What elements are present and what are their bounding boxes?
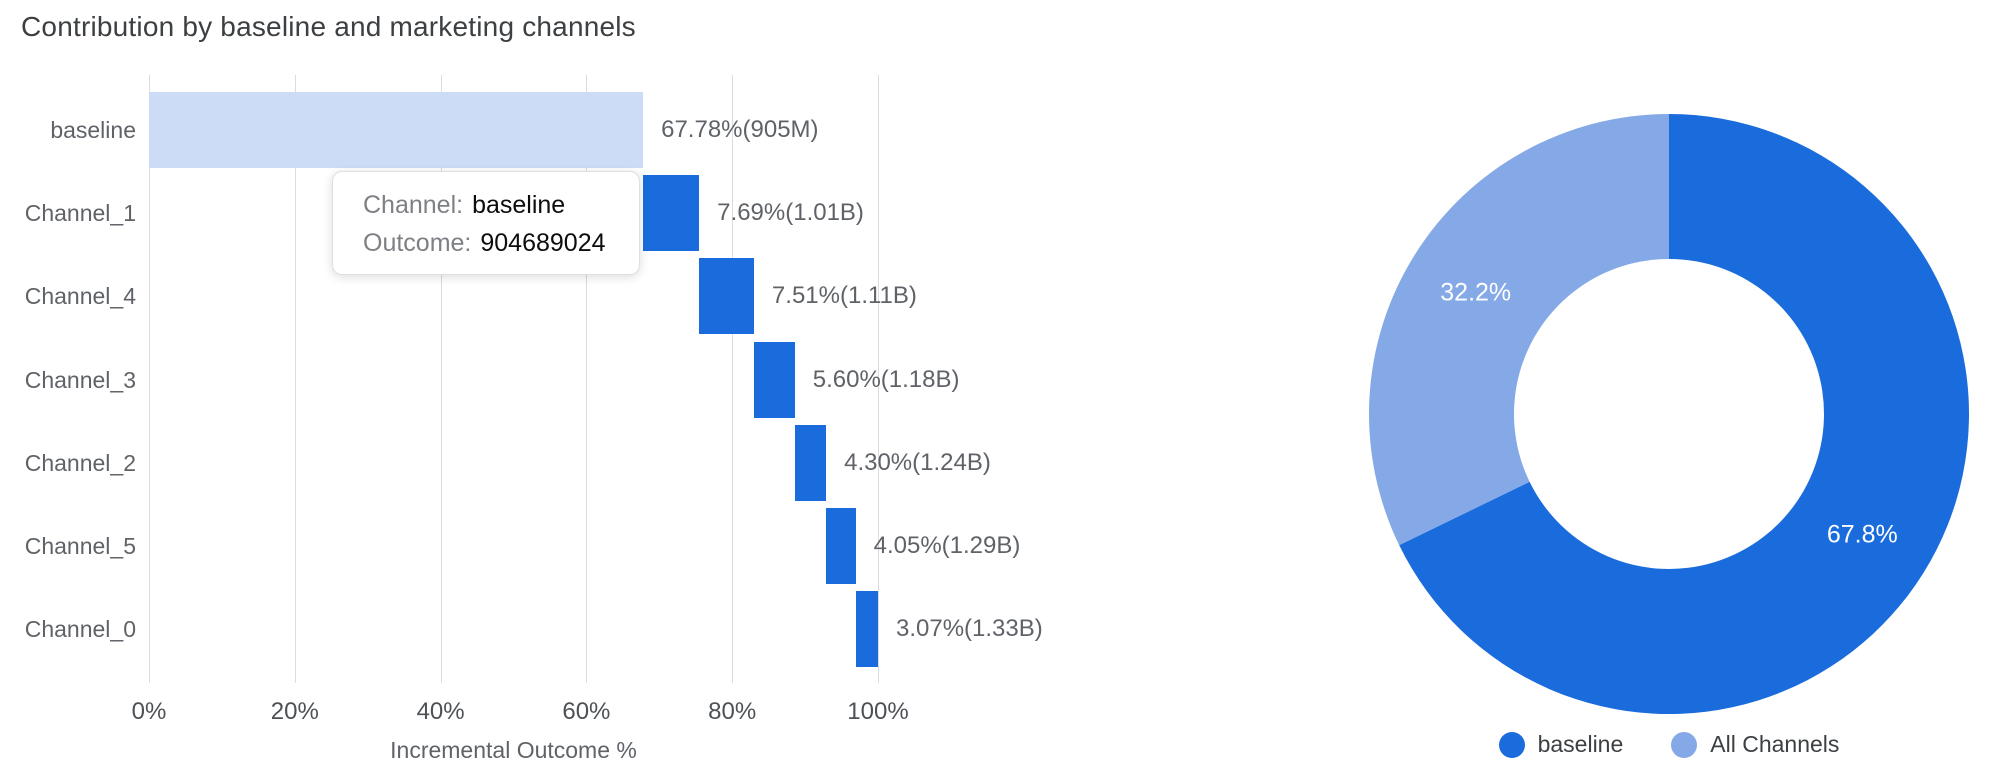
donut-slice-baseline[interactable] bbox=[1399, 114, 1969, 714]
gridline bbox=[149, 75, 150, 683]
x-tick-label: 0% bbox=[131, 698, 167, 725]
category-label-channel_3: Channel_3 bbox=[24, 366, 136, 393]
gridline bbox=[294, 75, 296, 683]
category-label-channel_5: Channel_5 bbox=[24, 533, 136, 559]
bar-channel_3[interactable] bbox=[753, 341, 795, 418]
tooltip-outcome-value: 904689024 bbox=[480, 229, 606, 257]
legend-dot-icon bbox=[1498, 731, 1525, 758]
bar-channel_1[interactable] bbox=[643, 175, 700, 252]
x-tick-label: 80% bbox=[708, 698, 757, 725]
waterfall-chart: Incremental Outcome % Channel: baseline O… bbox=[24, 75, 1043, 763]
category-label-channel_2: Channel_2 bbox=[24, 449, 136, 476]
x-tick-label: 20% bbox=[270, 698, 319, 725]
tooltip-outcome-label: Outcome: bbox=[363, 229, 472, 257]
bar-value-label-channel_3: 5.60%(1.18B) bbox=[812, 365, 960, 393]
bar-value-label-channel_2: 4.30%(1.24B) bbox=[844, 448, 991, 476]
category-label-channel_4: Channel_4 bbox=[24, 283, 136, 310]
bar-baseline[interactable] bbox=[149, 92, 644, 168]
donut-legend: baseline All Channels bbox=[1369, 731, 1969, 758]
gridline bbox=[440, 75, 442, 683]
category-label-channel_1: Channel_1 bbox=[24, 200, 136, 227]
bar-channel_0[interactable] bbox=[855, 591, 878, 668]
legend-label: baseline bbox=[1537, 731, 1624, 757]
donut-slice-all-channels[interactable] bbox=[1369, 114, 1669, 546]
x-tick-label: 60% bbox=[562, 698, 611, 725]
tooltip-outcome-row: Outcome: 904689024 bbox=[363, 224, 639, 262]
pie-label-baseline: 67.8% bbox=[1826, 520, 1898, 549]
bar-value-label-channel_4: 7.51%(1.11B) bbox=[771, 282, 917, 310]
legend-label: All Channels bbox=[1710, 731, 1840, 757]
bar-channel_5[interactable] bbox=[826, 508, 856, 584]
bar-value-label-baseline: 67.78%(905M) bbox=[661, 116, 819, 143]
tooltip-channel-label: Channel: bbox=[363, 191, 464, 219]
bar-channel_2[interactable] bbox=[794, 424, 827, 501]
donut-chart: 67.8% 32.2% bbox=[1369, 114, 1969, 714]
gridline bbox=[878, 75, 879, 683]
legend-dot-icon bbox=[1671, 731, 1698, 758]
bar-value-label-channel_1: 7.69%(1.01B) bbox=[717, 199, 864, 227]
bar-value-label-channel_0: 3.07%(1.33B) bbox=[896, 615, 1043, 643]
bar-value-label-channel_5: 4.05%(1.29B) bbox=[873, 532, 1021, 559]
bar-channel_4[interactable] bbox=[699, 258, 754, 335]
pie-label-all-channels: 32.2% bbox=[1440, 278, 1512, 307]
legend-item-baseline: baseline bbox=[1498, 731, 1624, 758]
donut-svg bbox=[1369, 114, 1969, 714]
x-tick-label: 100% bbox=[847, 698, 909, 725]
tooltip-channel-row: Channel: baseline bbox=[363, 186, 639, 224]
chart-title: Contribution by baseline and marketing c… bbox=[21, 11, 636, 42]
category-label-channel_0: Channel_0 bbox=[24, 616, 136, 643]
x-tick-label: 40% bbox=[416, 698, 465, 725]
legend-item-all-channels: All Channels bbox=[1671, 731, 1839, 758]
gridline bbox=[586, 75, 588, 683]
tooltip-channel-value: baseline bbox=[472, 191, 566, 219]
x-axis-title: Incremental Outcome % bbox=[390, 737, 637, 763]
tooltip: Channel: baseline Outcome: 904689024 bbox=[332, 171, 640, 275]
gridline bbox=[732, 75, 734, 683]
category-label-baseline: baseline bbox=[50, 117, 136, 143]
